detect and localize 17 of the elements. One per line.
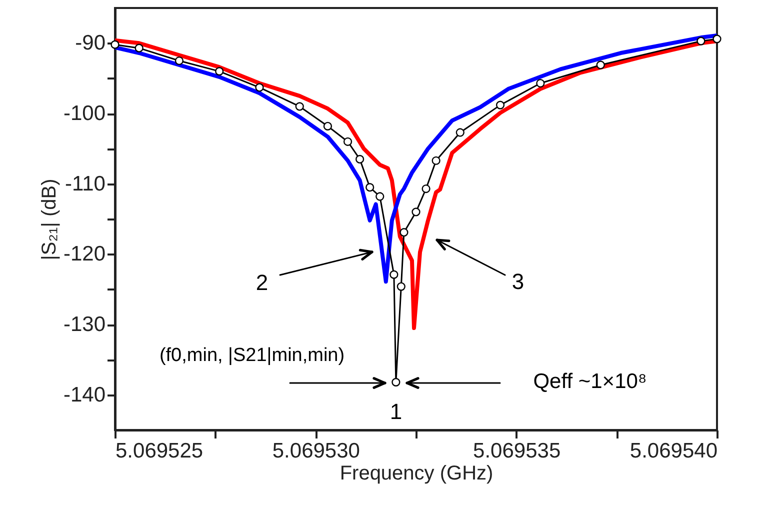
x-tick-label: 5.069530 <box>272 440 360 462</box>
annotation: Qeff ~1×10⁸ <box>533 370 647 393</box>
y-tick-label: -100 <box>63 102 106 125</box>
x-tick-label: 5.069525 <box>116 440 204 462</box>
y-tick-label: -140 <box>63 383 106 406</box>
x-tick-label: 5.069540 <box>630 440 718 462</box>
y-axis-title: |S₂₁| (dB) <box>38 178 60 260</box>
annotation: 2 <box>256 270 268 295</box>
annotation: 3 <box>512 269 524 294</box>
y-tick-label: -120 <box>63 242 106 266</box>
annotation: (f0,min, |S21|min,min) <box>159 345 345 366</box>
annotation: 1 <box>390 399 402 424</box>
y-tick-label: -130 <box>63 313 106 336</box>
y-tick-label: -110 <box>65 172 106 196</box>
y-tick-label: -90 <box>75 32 106 55</box>
x-axis-title: Frequency (GHz) <box>340 462 494 484</box>
x-tick-label: 5.069535 <box>473 440 561 462</box>
